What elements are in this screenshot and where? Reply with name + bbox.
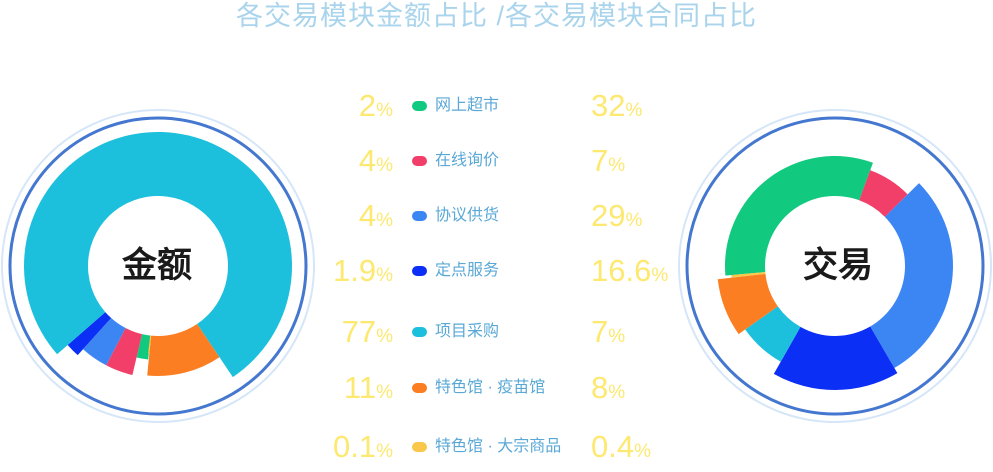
slice-2[interactable]	[859, 170, 908, 217]
legend-label: 在线询价	[435, 152, 500, 169]
legend-label: 项目采购	[435, 323, 500, 340]
percent-unit: %	[376, 100, 393, 121]
legend-row: 77% 项目采购 7%	[0, 312, 993, 352]
legend-color-icon	[412, 101, 427, 111]
legend-color-icon	[412, 442, 427, 452]
legend-row: 4% 在线询价 7%	[0, 141, 993, 181]
legend-label: 协议供货	[435, 207, 500, 224]
percent-unit: %	[376, 265, 393, 286]
amount-center-label: 金额	[121, 246, 192, 285]
trade-donut-chart	[678, 109, 992, 423]
trade-value: 29	[591, 198, 626, 233]
percent-unit: %	[651, 265, 669, 286]
percent-unit: %	[625, 210, 643, 231]
slice-4[interactable]	[773, 326, 898, 390]
legend-color-icon	[412, 266, 427, 276]
slice-7[interactable]	[731, 272, 766, 278]
legend-label: 特色馆 · 疫苗馆	[435, 379, 546, 396]
percent-unit: %	[376, 382, 393, 403]
trade-value-label: 16.6%	[591, 251, 668, 296]
legend-row: 0.1% 特色馆 · 大宗商品 0.4%	[0, 427, 993, 467]
legend-row: 11% 特色馆 · 疫苗馆 8%	[0, 368, 993, 408]
percent-unit: %	[608, 326, 626, 347]
legend-color-icon	[412, 156, 427, 166]
amount-value: 1.9	[332, 253, 377, 288]
amount-value-label: 2%	[359, 86, 393, 131]
trade-value: 32	[591, 88, 626, 123]
trade-value-label: 0.4%	[591, 427, 651, 472]
legend-row: 1.9% 定点服务 16.6%	[0, 251, 993, 291]
slice-1[interactable]	[725, 156, 873, 276]
trade-value-label: 29%	[591, 196, 642, 241]
amount-value: 77	[341, 314, 377, 349]
outer-ring-light	[678, 109, 992, 423]
amount-value-label: 77%	[342, 312, 393, 357]
amount-value-label: 1.9%	[333, 251, 393, 296]
legend-color-icon	[412, 327, 427, 337]
slice-4[interactable]	[67, 312, 112, 356]
slice-6[interactable]	[147, 324, 220, 377]
slice-6[interactable]	[717, 273, 778, 335]
trade-value: 8	[591, 370, 609, 405]
amount-value-label: 0.1%	[333, 427, 393, 472]
legend-row: 4% 协议供货 29%	[0, 196, 993, 236]
percent-unit: %	[634, 441, 652, 462]
slice-3[interactable]	[870, 183, 953, 368]
legend-label: 网上超市	[435, 97, 500, 114]
legend-color-icon	[412, 383, 427, 393]
trade-value: 7	[591, 314, 609, 349]
amount-value: 4	[358, 198, 377, 233]
slice-3[interactable]	[83, 318, 126, 366]
trade-value-label: 7%	[591, 141, 625, 186]
slice-7[interactable]	[148, 335, 152, 354]
trade-value: 7	[591, 143, 609, 178]
percent-unit: %	[608, 382, 626, 403]
trade-value-label: 32%	[591, 86, 642, 131]
amount-value-label: 11%	[344, 368, 393, 413]
percent-unit: %	[376, 441, 393, 462]
slice-5[interactable]	[23, 131, 292, 378]
outer-ring	[685, 116, 985, 416]
percent-unit: %	[376, 210, 393, 231]
legend-color-icon	[412, 211, 427, 221]
trade-value: 16.6	[591, 253, 652, 288]
trade-value: 0.4	[591, 429, 635, 464]
trade-value-label: 7%	[591, 312, 625, 357]
amount-value-label: 4%	[359, 196, 393, 241]
amount-value: 0.1	[332, 429, 377, 464]
percent-unit: %	[608, 155, 626, 176]
slice-1[interactable]	[136, 334, 151, 360]
amount-donut-chart	[1, 109, 315, 423]
outer-ring-light	[1, 109, 315, 423]
amount-value-label: 4%	[359, 141, 393, 186]
outer-ring	[8, 116, 308, 416]
legend-row: 2% 网上超市 32%	[0, 86, 993, 126]
slice-5[interactable]	[745, 306, 801, 362]
slice-2[interactable]	[106, 328, 143, 376]
amount-value: 11	[343, 370, 377, 405]
percent-unit: %	[376, 155, 393, 176]
amount-value: 4	[358, 143, 377, 178]
amount-value: 2	[358, 88, 377, 123]
trade-value-label: 8%	[591, 368, 625, 413]
legend-label: 特色馆 · 大宗商品	[435, 438, 562, 455]
page-title: 各交易模块金额占比 /各交易模块合同占比	[235, 1, 757, 31]
legend-label: 定点服务	[435, 262, 500, 279]
trade-center-label: 交易	[802, 246, 873, 285]
percent-unit: %	[625, 100, 643, 121]
percent-unit: %	[376, 326, 393, 347]
